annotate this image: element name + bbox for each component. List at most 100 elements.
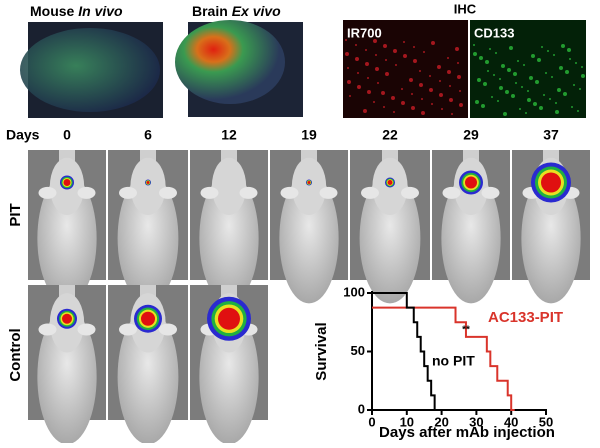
speck: [525, 112, 527, 114]
ihc-channel: CD133: [474, 25, 514, 40]
x-tick-label: 0: [368, 414, 375, 429]
speck: [393, 49, 397, 53]
head: [211, 157, 247, 215]
ear: [119, 323, 137, 336]
speck: [447, 70, 451, 74]
speck: [575, 62, 577, 64]
speck: [537, 58, 541, 62]
speck: [421, 98, 423, 100]
top-images: [20, 20, 586, 118]
ear: [319, 186, 338, 199]
day-label: 12: [221, 127, 237, 143]
ear: [159, 186, 177, 199]
speck: [491, 96, 493, 98]
y-axis-label: Survival: [313, 322, 330, 380]
signal: [63, 179, 71, 186]
speck: [545, 72, 547, 74]
legend-label: AC133-PIT: [488, 309, 563, 326]
signal: [62, 313, 72, 324]
speck: [437, 65, 441, 69]
speck: [531, 54, 535, 58]
ihc-title: IHC: [454, 1, 477, 16]
speck: [345, 52, 349, 56]
day-label: 22: [382, 127, 398, 143]
x-tick-label: 20: [434, 414, 448, 429]
speck: [347, 67, 349, 69]
speck: [385, 59, 387, 61]
ear: [239, 186, 258, 199]
speck: [347, 80, 351, 84]
head: [291, 157, 327, 215]
speck: [457, 75, 461, 79]
body: [521, 173, 581, 304]
speck: [429, 75, 431, 77]
ear: [77, 186, 96, 199]
day-label: 6: [144, 127, 152, 143]
speck: [551, 76, 553, 78]
speck: [541, 46, 543, 48]
speck: [497, 100, 499, 102]
speck: [561, 44, 565, 48]
speck: [519, 108, 521, 110]
head: [130, 157, 166, 215]
y-tick-label: 0: [358, 401, 365, 416]
speck: [503, 112, 507, 116]
ear: [38, 323, 57, 336]
speck: [533, 102, 537, 106]
speck: [539, 106, 543, 110]
signal: [465, 176, 477, 189]
day-label: 0: [63, 127, 71, 143]
speck: [475, 100, 479, 104]
survival-line: [372, 306, 515, 411]
speck: [517, 60, 519, 62]
body: [117, 309, 179, 445]
x-tick-label: 50: [539, 414, 553, 429]
signal: [146, 181, 150, 184]
ear: [119, 186, 137, 199]
speck: [401, 88, 403, 90]
label-text: Ex vivo: [232, 3, 281, 19]
speck: [485, 60, 489, 64]
signal: [141, 311, 155, 326]
speck: [477, 78, 481, 82]
signal: [218, 307, 240, 330]
body: [37, 309, 97, 445]
speck: [365, 62, 369, 66]
body: [199, 173, 259, 304]
survival-chart: 0 10 20 30 40 50 0 50 100 Days after mAb injectio…: [313, 284, 563, 441]
speck: [449, 98, 453, 102]
speck: [529, 76, 533, 80]
speck: [439, 80, 441, 82]
speck: [527, 90, 529, 92]
speck: [381, 91, 385, 95]
speck: [557, 88, 561, 92]
speck: [535, 80, 539, 84]
speck: [567, 48, 571, 52]
speck: [383, 106, 385, 108]
speck: [479, 56, 483, 60]
speck: [411, 93, 413, 95]
body: [279, 173, 339, 304]
ear: [442, 186, 461, 199]
speck: [391, 96, 395, 100]
body: [37, 173, 97, 304]
speck: [355, 57, 359, 61]
speck: [377, 82, 379, 84]
speck: [367, 90, 371, 94]
day-label: 29: [463, 127, 479, 143]
x-axis-label: Days after mAb injection: [379, 424, 555, 441]
ear: [280, 186, 299, 199]
speck: [555, 110, 559, 114]
speck: [495, 52, 497, 54]
speck: [509, 46, 513, 50]
day-label: 37: [543, 127, 559, 143]
speck: [421, 111, 425, 115]
days-label: Days: [6, 127, 40, 143]
speck: [481, 104, 485, 108]
speck: [527, 98, 531, 102]
speck: [439, 93, 443, 97]
speck: [559, 66, 563, 70]
label-text: Brain: [192, 3, 228, 19]
legend-label: no PIT: [432, 353, 475, 369]
x-tick-label: 10: [400, 414, 414, 429]
